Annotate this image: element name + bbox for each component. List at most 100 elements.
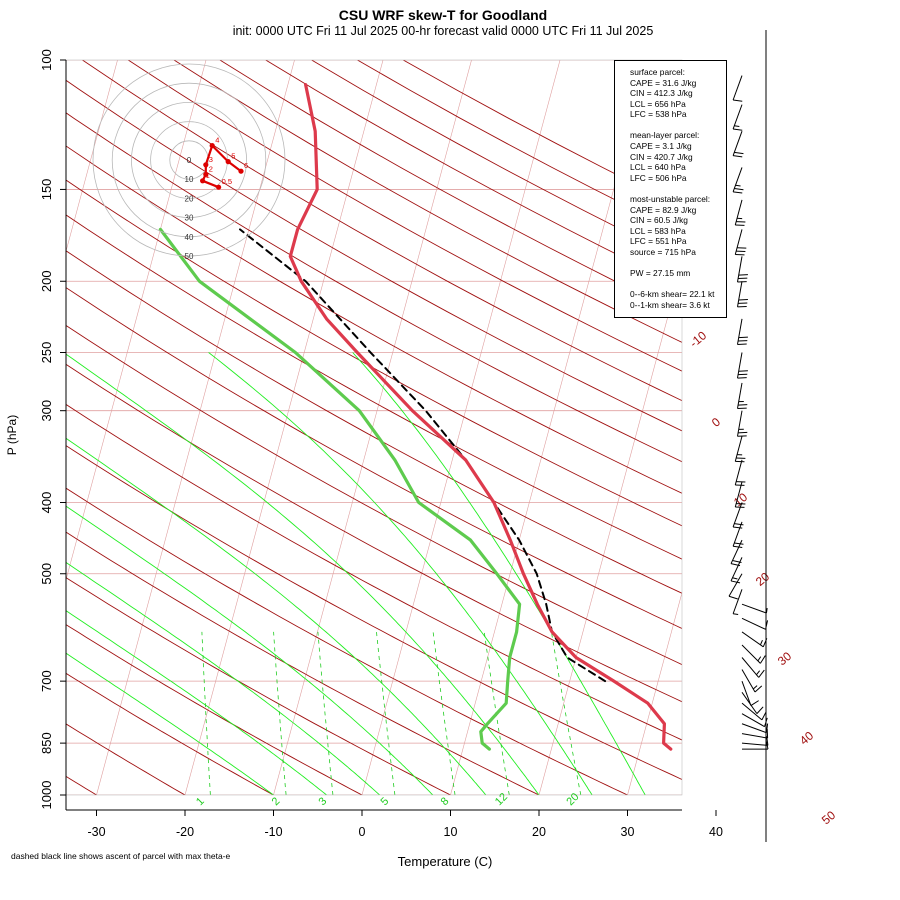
hodograph-ring-label: 20: [185, 194, 194, 203]
chart-title: CSU WRF skew-T for Goodland: [338, 7, 548, 23]
info-line: 0--1-km shear= 3.6 kt: [630, 299, 710, 310]
wind-barb-shaft: [741, 713, 765, 728]
mixing-ratio-label: 20: [564, 791, 581, 808]
wind-barb-shaft: [732, 167, 743, 193]
wind-barb-flag: [761, 711, 767, 721]
info-line: CAPE = 31.6 J/kg: [630, 77, 697, 88]
wind-barb: [736, 352, 748, 379]
wind-barb-half-flag: [734, 125, 740, 128]
info-line: 0--6-km shear= 22.1 kt: [630, 289, 715, 300]
info-line: LCL = 583 hPa: [630, 225, 686, 236]
parcel-ascent-line: [239, 228, 607, 683]
y-tick-label: 150: [39, 179, 54, 201]
info-line: LCL = 656 hPa: [630, 98, 686, 109]
mixing-ratio-label: 3: [317, 795, 330, 808]
y-tick-label: 850: [39, 732, 54, 754]
info-line: LFC = 538 hPa: [630, 109, 687, 120]
wind-barb: [734, 459, 746, 486]
wind-barb: [730, 557, 743, 584]
hodograph-ring: [130, 102, 247, 218]
wind-barb-flag: [730, 580, 741, 584]
wind-barb-flag: [733, 99, 743, 102]
wind-barb: [734, 436, 746, 463]
mixing-ratio-label: 1: [194, 795, 207, 808]
hodograph-point-label: 4: [215, 136, 219, 145]
y-tick-label: 400: [39, 492, 54, 514]
chart-subtitle: init: 0000 UTC Fri 11 Jul 2025 00-hr for…: [232, 24, 654, 38]
wind-barb-shaft: [741, 702, 763, 721]
wind-barb-shaft: [736, 352, 743, 379]
dry-adiabats: [66, 60, 682, 795]
x-tick-label: 20: [532, 825, 546, 839]
wind-barb: [741, 657, 765, 678]
wind-barb: [732, 167, 744, 194]
wind-barb: [741, 713, 768, 728]
wind-barb-flag: [732, 560, 742, 563]
wind-barb: [732, 131, 744, 158]
dry-adiabat: [66, 531, 540, 795]
info-line: source = 715 hPa: [630, 246, 696, 257]
wind-barb-shaft: [741, 669, 756, 693]
hodograph-point-label: 2: [209, 164, 213, 173]
dry-adiabat: [66, 723, 186, 795]
mixing-ratio-line: [376, 631, 396, 795]
dry-adiabat: [66, 79, 682, 432]
mixing-ratio-label: 12: [493, 791, 510, 808]
wind-barb-flag: [754, 685, 763, 693]
dry-adiabat: [66, 145, 682, 494]
isotherm-line: [361, 60, 561, 795]
dry-adiabat: [66, 577, 451, 795]
wind-barbs: [728, 30, 769, 842]
wind-barb-flag: [733, 545, 743, 548]
dry-adiabat: [173, 60, 682, 343]
wind-barb-shaft: [741, 723, 767, 734]
info-line: CIN = 412.3 J/kg: [630, 88, 693, 99]
wind-barb-shaft: [734, 481, 743, 508]
isotherm-line: [538, 263, 682, 795]
isotherm-isobar-grid: [66, 60, 900, 795]
dry-adiabat: [127, 60, 682, 372]
dry-adiabat: [66, 624, 363, 795]
wind-barb: [732, 589, 743, 616]
wind-barb-flag: [730, 563, 741, 567]
wind-barb-half-flag: [752, 685, 758, 690]
y-tick-label: 700: [39, 670, 54, 692]
wind-barb: [734, 229, 747, 256]
hodograph-point-label: 3: [209, 155, 213, 164]
plot-frame-box: [65, 59, 683, 796]
hodograph-ring-label: 0: [187, 156, 192, 165]
info-line: CAPE = 82.9 J/kg: [630, 204, 697, 215]
mixing-ratio-line: [483, 631, 510, 795]
wind-barb-half-flag: [757, 656, 762, 662]
wind-barb: [741, 644, 766, 664]
isotherm-line: [96, 60, 295, 795]
info-line: LFC = 506 hPa: [630, 172, 687, 183]
wind-barb: [741, 692, 764, 714]
adiabat-label: 20: [753, 569, 772, 589]
wind-barb-shaft: [732, 75, 743, 101]
footnote: dashed black line shows ascent of parcel…: [11, 851, 231, 861]
wind-barb-flag: [733, 155, 743, 158]
hodograph-ring-label: 40: [185, 233, 194, 242]
x-tick-label: 10: [444, 825, 458, 839]
mixing-ratio-line: [551, 631, 582, 795]
hodograph-ring: [92, 63, 286, 257]
wind-barb-flag: [758, 669, 765, 678]
wind-barb-shaft: [741, 644, 761, 664]
dry-adiabat: [66, 487, 628, 795]
wind-barb: [741, 702, 767, 721]
wind-barb-flag: [762, 638, 768, 648]
wind-barb-half-flag: [756, 670, 761, 676]
y-axis-label: P (hPa): [5, 414, 19, 456]
isotherm-line: [805, 60, 900, 795]
x-tick-label: 40: [709, 825, 723, 839]
wind-barb: [736, 382, 748, 410]
info-line: CIN = 60.5 J/kg: [630, 215, 688, 226]
wind-barb-flag: [756, 706, 764, 714]
mixing-ratio-label: 5: [379, 795, 392, 808]
mixing-ratio-line: [273, 631, 287, 795]
wind-barb: [736, 318, 748, 345]
wind-barb: [736, 281, 748, 308]
wind-barb-shaft: [741, 680, 752, 706]
